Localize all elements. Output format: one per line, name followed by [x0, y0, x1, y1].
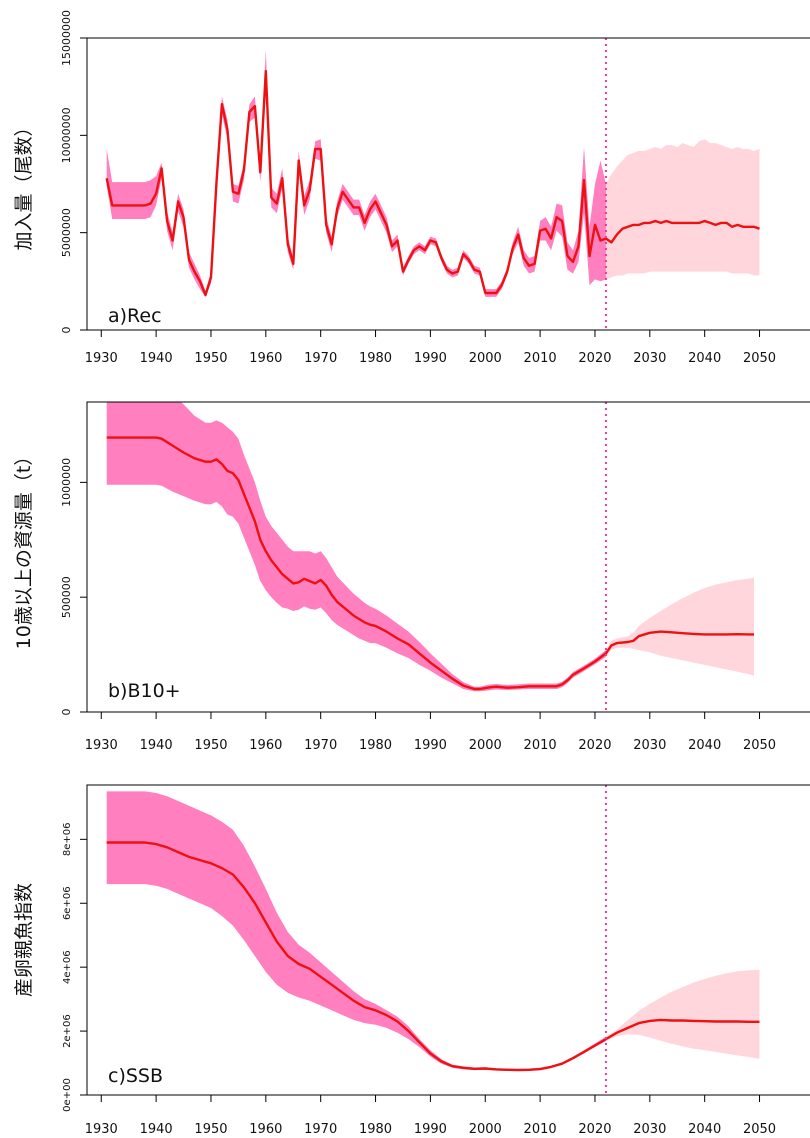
- ci-band-projection: [605, 969, 760, 1059]
- y-tick-label: 15000000: [60, 10, 73, 66]
- x-tick-label: 1960: [249, 1122, 282, 1137]
- y-tick-label: 4e+06: [62, 950, 73, 984]
- x-tick-label: 2000: [469, 738, 502, 753]
- x-tick-label: 2040: [688, 738, 721, 753]
- series-line: [106, 841, 760, 1072]
- y-tick-label: 2e+06: [62, 1014, 73, 1048]
- ci-band-historical: [106, 791, 606, 1071]
- y-axis-label: 産卵親魚指数: [13, 883, 35, 997]
- x-tick-label: 1930: [85, 738, 118, 753]
- x-tick-label: 1980: [359, 738, 392, 753]
- x-tick-label: 1970: [304, 351, 337, 366]
- plot-frame: [86, 37, 810, 331]
- panel-recruitment: 0 5000000 10000000 15000000 1930 1940 1950 1960…: [13, 10, 810, 366]
- y-tick-label: 1000000: [60, 458, 73, 507]
- x-tick-label: 2000: [469, 1122, 502, 1137]
- x-tick-label: 1980: [359, 1122, 392, 1137]
- x-tick-label: 2010: [524, 738, 557, 753]
- plot-frame: [86, 784, 810, 1096]
- x-tick-label: 2010: [524, 351, 557, 366]
- series-line: [105, 69, 760, 297]
- y-tick-label: 500000: [60, 576, 73, 618]
- plot-frame: [86, 401, 810, 713]
- x-tick-label: 2040: [688, 1122, 721, 1137]
- x-tick-label: 2050: [743, 351, 776, 366]
- x-tick-label: 1970: [304, 1122, 337, 1137]
- x-tick-label: 1990: [414, 351, 447, 366]
- y-tick-label: 10000000: [60, 107, 73, 163]
- x-tick-label: 1930: [85, 351, 118, 366]
- panel-biomass-10-plus: 0 500000 1000000 1930 1940 1950 1960 1970 1980 19…: [13, 401, 810, 753]
- ci-band-historical: [106, 402, 606, 692]
- x-tick-label: 2050: [743, 738, 776, 753]
- x-tick-label: 2050: [743, 1122, 776, 1137]
- x-tick-label: 1990: [414, 1122, 447, 1137]
- x-tick-label: 2020: [578, 351, 611, 366]
- y-tick-label: 5000000: [60, 208, 73, 257]
- x-tick-label: 2010: [524, 1122, 557, 1137]
- ci-band-projection: [605, 577, 754, 676]
- x-tick-label: 1940: [140, 351, 173, 366]
- x-tick-label: 1950: [194, 738, 227, 753]
- x-tick-label: 1950: [194, 1122, 227, 1137]
- series-line: [106, 436, 754, 691]
- y-tick-label: 6e+06: [62, 886, 73, 920]
- panel-label: b)B10+: [108, 680, 181, 702]
- x-tick-label: 2020: [578, 1122, 611, 1137]
- plot-area: [106, 791, 760, 1072]
- y-tick-label: 8e+06: [62, 823, 73, 857]
- ci-band-projection: [605, 139, 760, 280]
- y-axis-label: 加入量（尾数）: [13, 117, 35, 250]
- y-tick-label: 0: [60, 709, 73, 716]
- y-tick-label: 0: [60, 327, 73, 334]
- x-tick-label: 2030: [633, 1122, 666, 1137]
- x-tick-label: 2040: [688, 351, 721, 366]
- panel-label: a)Rec: [108, 305, 162, 327]
- x-tick-label: 1940: [140, 738, 173, 753]
- panel-label: c)SSB: [108, 1065, 163, 1087]
- x-tick-label: 1980: [359, 351, 392, 366]
- ci-band-historical: [106, 49, 606, 297]
- panel-ssb: 0e+00 2e+06 4e+06 6e+06 8e+06 1930 1940 1950 196…: [13, 784, 810, 1137]
- x-tick-label: 2020: [578, 738, 611, 753]
- x-tick-label: 2030: [633, 738, 666, 753]
- x-tick-label: 1990: [414, 738, 447, 753]
- x-tick-label: 1930: [85, 1122, 118, 1137]
- x-tick-label: 2030: [633, 351, 666, 366]
- plot-area: [106, 402, 754, 692]
- x-tick-label: 1950: [194, 351, 227, 366]
- x-tick-label: 1960: [249, 738, 282, 753]
- y-tick-label: 0e+00: [62, 1078, 73, 1112]
- x-tick-label: 1960: [249, 351, 282, 366]
- x-tick-label: 1940: [140, 1122, 173, 1137]
- x-tick-label: 1970: [304, 738, 337, 753]
- y-axis-label: 10歳以上の資源量（t）: [13, 447, 35, 650]
- plot-area: [105, 49, 760, 297]
- x-tick-label: 2000: [469, 351, 502, 366]
